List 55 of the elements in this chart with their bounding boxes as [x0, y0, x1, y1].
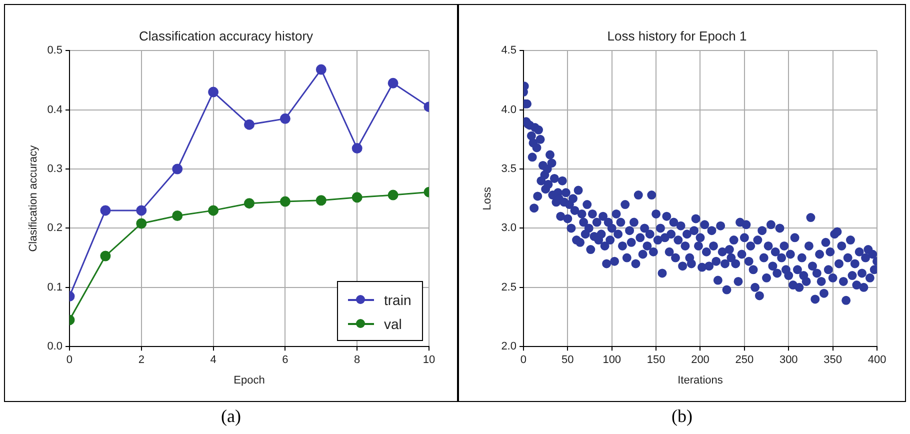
point: [208, 86, 219, 98]
y-tick-label: 0.5: [47, 44, 62, 57]
y-tick-label: 0.2: [47, 222, 62, 234]
x-axis-title: Iterations: [678, 374, 724, 386]
chart-title: Classification accuracy history: [138, 28, 314, 44]
x-tick-label: 100: [602, 354, 622, 366]
point: [208, 205, 219, 216]
x-tick-label: 250: [735, 354, 754, 366]
x-tick-label: 4: [210, 354, 216, 366]
point: [100, 250, 111, 262]
x-tick-label: 350: [824, 354, 842, 366]
point: [172, 210, 183, 222]
point: [280, 196, 290, 207]
point: [388, 190, 398, 200]
x-tick-label: 300: [779, 354, 798, 366]
x-tick-label: 8: [354, 354, 360, 366]
point: [244, 198, 254, 209]
text: (a): [220, 406, 242, 428]
y-axis-title: Clasification accuracy: [28, 144, 40, 252]
point: [172, 164, 183, 174]
text: (b): [670, 406, 694, 428]
point: [316, 64, 326, 75]
y-tick-label: 0.1: [47, 281, 62, 294]
point: [280, 113, 290, 124]
y-tick-label: 4.0: [501, 104, 516, 116]
y-tick-label: 4.5: [501, 44, 516, 57]
point: [136, 205, 147, 216]
y-tick-label: 0.3: [47, 163, 62, 176]
x-tick-label: 150: [646, 354, 666, 366]
y-tick-label: 0.4: [47, 104, 62, 116]
point: [100, 205, 111, 216]
x-tick-label: 200: [691, 354, 710, 366]
x-tick-label: 2: [138, 354, 144, 366]
point: [352, 143, 362, 154]
x-axis-title: Epoch: [234, 374, 265, 386]
y-tick-label: 2.0: [501, 340, 516, 353]
point: [388, 78, 398, 88]
x-tick-label: 0: [66, 354, 73, 366]
y-tick-label: 3.5: [501, 163, 516, 176]
point: [352, 192, 362, 203]
y-tick-label: 0.0: [47, 340, 62, 353]
x-tick-label: 0: [520, 354, 527, 366]
y-axis-title: Loss: [482, 186, 494, 210]
x-tick-label: 10: [422, 354, 436, 366]
chart-title: Loss history for Epoch 1: [607, 28, 747, 44]
y-tick-label: 3.0: [501, 222, 516, 234]
y-tick-label: 2.5: [501, 281, 516, 294]
point: [244, 119, 254, 130]
legend-label: val: [384, 316, 402, 332]
x-tick-label: 50: [562, 354, 574, 366]
legend-label: train: [384, 292, 412, 308]
x-tick-label: 6: [282, 354, 288, 366]
x-tick-label: 400: [868, 354, 886, 366]
point: [316, 195, 326, 206]
point: [136, 218, 147, 229]
